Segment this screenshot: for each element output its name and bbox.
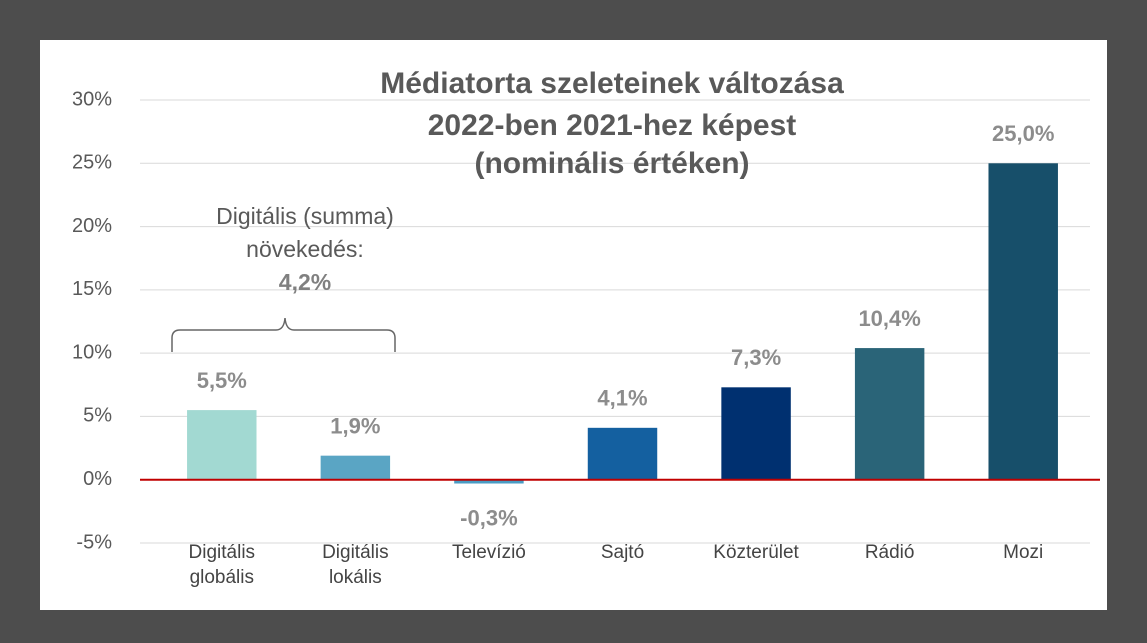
bar [988, 163, 1058, 480]
value-label: 4,1% [597, 386, 647, 411]
bar [187, 410, 257, 480]
value-label: 7,3% [731, 345, 781, 370]
value-label: -0,3% [460, 505, 517, 530]
y-tick-label: 5% [83, 405, 112, 427]
y-tick-label: 0% [83, 468, 112, 490]
y-tick-label: 25% [72, 152, 112, 174]
bar [854, 348, 925, 480]
title-line: (nominális értéken) [474, 147, 749, 180]
x-tick-label: Digitális lokális [322, 542, 389, 588]
y-tick-label: 15% [72, 278, 112, 300]
value-label: 1,9% [330, 413, 380, 438]
y-tick-label: 30% [72, 88, 112, 110]
y-tick-label: 10% [72, 341, 112, 363]
y-tick-label: -5% [76, 531, 112, 553]
plot: -5% 0% 5% 10% 15% 20% 25% 30% 5,5% 1,9% -0,3% 4,1% 7… [72, 88, 1100, 553]
annotation-text: Digitális (summa) [216, 203, 394, 229]
x-tick-label: Televízió [451, 542, 526, 563]
annotation-text: növekedés: [246, 236, 364, 262]
y-tick-label: 20% [72, 215, 112, 237]
panel [40, 40, 1107, 610]
value-label: 25,0% [992, 121, 1054, 146]
bar [320, 455, 391, 480]
bar [587, 427, 658, 480]
bracket [171, 317, 396, 352]
x-tick-label: Mozi [1003, 542, 1044, 563]
bar [454, 479, 524, 484]
title-line: 2022-ben 2021-hez képest [428, 109, 797, 142]
title: Médiatorta szeleteinek változása 2022-be… [380, 67, 844, 180]
x-tick-label: Sajtó [600, 542, 645, 563]
value-label: 5,5% [197, 368, 247, 393]
bar [721, 387, 791, 480]
value-label: 10,4% [858, 306, 920, 331]
x-tick-label: Közterület [713, 542, 799, 563]
title-line: Médiatorta szeleteinek változása [380, 67, 844, 100]
annotation-text: 4,2% [279, 269, 331, 295]
x-tick-label: Digitális globális [188, 542, 256, 588]
x-tick-label: Rádió [864, 542, 915, 563]
annotation: Digitális (summa) növekedés: 4,2% [216, 203, 394, 295]
